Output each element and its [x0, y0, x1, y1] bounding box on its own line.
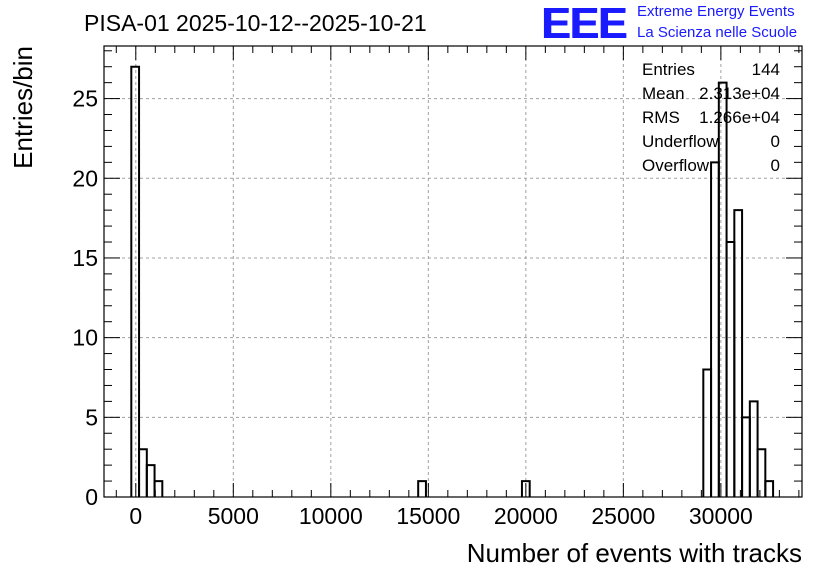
histogram-bin	[741, 416, 751, 497]
stat-label: Overflow	[642, 156, 710, 175]
eee-logo: EEE	[541, 0, 627, 48]
histogram-bin	[733, 209, 744, 497]
histogram-bin	[702, 368, 713, 497]
stat-row-mean: Mean 2.313e+04	[642, 84, 780, 108]
x-tick-label: 5000	[208, 503, 259, 529]
histogram	[130, 65, 775, 497]
stat-value: 1.266e+04	[699, 108, 780, 127]
logo-line-2: La Scienza nelle Scuole	[637, 24, 798, 41]
stat-row-overflow: Overflow 0	[642, 156, 780, 180]
y-tick-label: 15	[72, 245, 98, 271]
stat-label: Underflow	[642, 132, 719, 151]
stat-row-rms: RMS 1.266e+04	[642, 108, 780, 132]
stat-label: Entries	[642, 60, 695, 79]
stat-row-entries: Entries 144	[642, 60, 780, 84]
stat-row-underflow: Underflow 0	[642, 132, 780, 156]
histogram-bin	[520, 480, 531, 497]
x-tick-label: 0	[129, 503, 142, 529]
histogram-bin	[130, 65, 141, 497]
stat-value: 144	[751, 60, 780, 79]
logo-line-1: Extreme Energy Events	[637, 3, 795, 20]
stat-label: Mean	[642, 84, 685, 103]
histogram-bin	[748, 400, 759, 497]
stats-box: Entries 144 Mean 2.313e+04 RMS 1.266e+04…	[642, 60, 780, 180]
axis-labels: 0 5000 10000 15000 20000 25000 30000 0 5 10 15 20 25…	[8, 46, 802, 568]
stat-value: 0	[770, 132, 780, 151]
axis-ticks	[104, 46, 802, 498]
y-tick-label: 25	[72, 86, 98, 112]
y-tick-label: 0	[85, 484, 98, 510]
chart-title: PISA-01 2025-10-12--2025-10-21	[84, 10, 427, 36]
histogram-bin	[417, 480, 427, 497]
x-tick-label: 10000	[299, 503, 363, 529]
x-tick-label: 30000	[689, 503, 753, 529]
histogram-bin	[710, 161, 720, 497]
histogram-bin	[756, 448, 767, 497]
y-tick-label: 20	[72, 165, 98, 191]
x-tick-label: 20000	[494, 503, 558, 529]
grid	[104, 46, 802, 497]
stat-label: RMS	[642, 108, 680, 127]
stat-value: 2.313e+04	[699, 84, 780, 103]
y-axis-title: Entries/bin	[8, 46, 38, 169]
y-tick-label: 5	[85, 404, 98, 430]
histogram-bin	[725, 241, 736, 497]
histogram-bin	[153, 480, 164, 497]
x-tick-label: 15000	[396, 503, 460, 529]
x-tick-label: 25000	[591, 503, 655, 529]
stat-value: 0	[770, 156, 780, 175]
histogram-bin	[764, 480, 775, 497]
histogram-bin	[138, 448, 148, 497]
x-axis-title: Number of events with tracks	[467, 538, 802, 568]
y-tick-label: 10	[72, 325, 98, 351]
histogram-bin	[145, 464, 156, 497]
plot-frame	[103, 45, 803, 498]
plot-border	[103, 45, 803, 498]
